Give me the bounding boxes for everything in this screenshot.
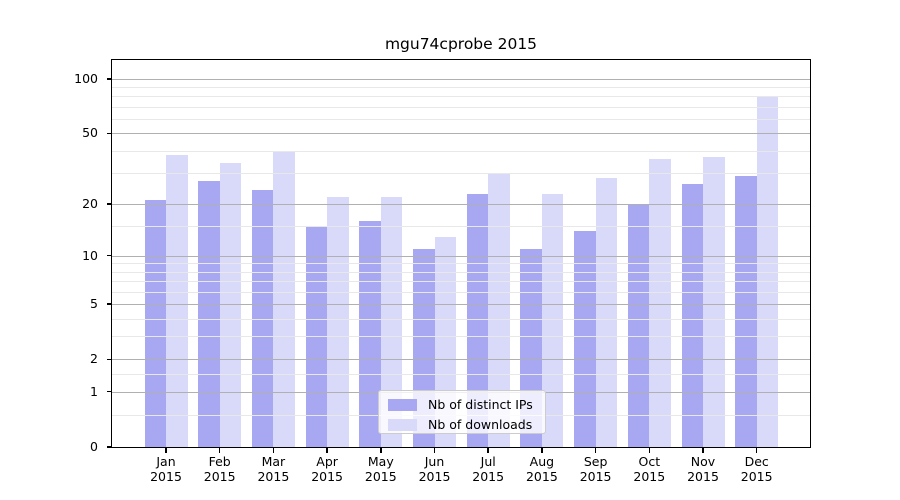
x-tick-label-sep: Sep 2015 (579, 454, 612, 484)
x-tick-dec (755, 448, 758, 453)
bar-apr-distinct-ips (305, 225, 328, 447)
bar-mar-distinct-ips (251, 190, 274, 447)
bar-mar-downloads (273, 150, 295, 447)
y-tick-label-50: 50 (82, 125, 98, 141)
major-gridline-100 (112, 78, 810, 80)
bar-nov-distinct-ips (681, 184, 703, 447)
legend-item-downloads: Nb of downloads (388, 415, 536, 435)
minor-gridline-15 (112, 225, 810, 227)
x-tick-aug (541, 448, 543, 453)
x-tick-jul (487, 448, 489, 453)
major-gridline-10 (112, 255, 810, 257)
major-gridline-50 (112, 133, 810, 135)
x-tick-label-mar: Mar 2015 (257, 454, 290, 484)
minor-gridline-4 (112, 318, 810, 320)
y-tick-label-5: 5 (90, 296, 98, 312)
x-tick-apr (326, 448, 328, 453)
legend-item-distinct-ips: Nb of distinct IPs (388, 395, 536, 415)
x-tick-label-oct: Oct 2015 (633, 454, 666, 484)
x-tick-oct (648, 448, 651, 453)
bar-oct-distinct-ips (627, 204, 650, 447)
major-gridline-5 (112, 304, 810, 306)
x-tick-label-jan: Jan 2015 (150, 454, 182, 484)
bar-apr-downloads (327, 196, 349, 447)
bar-jul-downloads (488, 173, 510, 447)
chart-title: mgu74cprobe 2015 (384, 35, 538, 53)
y-tick-label-0: 0 (90, 439, 98, 454)
x-tick-label-may: May 2015 (364, 454, 397, 484)
plot-area: Nb of distinct IPs Nb of downloads (111, 59, 811, 448)
x-tick-jun (433, 448, 436, 453)
x-tick-label-nov: Nov 2015 (687, 454, 719, 484)
y-tick-label-20: 20 (82, 196, 98, 212)
bar-may-downloads (380, 196, 403, 447)
gridlines-layer (112, 60, 810, 448)
major-gridline-0 (112, 447, 810, 448)
x-tick-mar (272, 448, 275, 453)
minor-gridline-9 (112, 263, 810, 265)
bar-sep-downloads (595, 178, 618, 447)
y-tick-label-100: 100 (74, 70, 98, 86)
x-tick-sep (594, 448, 597, 453)
x-tick-label-feb: Feb 2015 (203, 454, 236, 484)
legend: Nb of distinct IPs Nb of downloads (378, 390, 546, 434)
bar-feb-downloads (219, 163, 242, 447)
legend-swatch-downloads (388, 418, 417, 432)
legend-label-distinct-ips: Nb of distinct IPs (428, 397, 533, 412)
minor-gridline-70 (112, 107, 810, 108)
bar-may-distinct-ips (359, 221, 381, 447)
bar-feb-distinct-ips (198, 181, 220, 447)
y-tick-label-10: 10 (82, 247, 98, 263)
minor-gridline-60 (112, 119, 810, 121)
major-gridline-20 (112, 204, 810, 206)
x-tick-jan (165, 448, 167, 453)
minor-gridline-7 (112, 281, 810, 283)
minor-gridline-3 (112, 336, 810, 338)
legend-swatch-distinct-ips (388, 398, 417, 412)
bar-aug-downloads (541, 193, 564, 447)
x-tick-label-dec: Dec 2015 (740, 454, 773, 484)
x-tick-label-apr: Apr 2015 (311, 454, 343, 484)
minor-gridline-40 (112, 150, 810, 152)
minor-gridline-90 (112, 87, 810, 89)
y-tick-label-2: 2 (90, 351, 98, 367)
bar-jul-distinct-ips (466, 193, 489, 447)
major-gridline-2 (112, 359, 810, 361)
minor-gridline-6 (112, 291, 810, 293)
minor-gridline-1.5 (112, 373, 810, 375)
bar-oct-downloads (649, 158, 671, 447)
bar-dec-distinct-ips (735, 175, 757, 447)
legend-label-downloads: Nb of downloads (428, 417, 533, 432)
y-tick-label-1: 1 (90, 383, 98, 399)
minor-gridline-30 (112, 173, 810, 175)
x-tick-nov (702, 448, 704, 453)
x-tick-feb (218, 448, 221, 453)
x-tick-label-aug: Aug 2015 (525, 454, 558, 484)
minor-gridline-80 (112, 96, 810, 98)
x-tick-label-jun: Jun 2015 (418, 454, 451, 484)
bar-jan-distinct-ips (144, 200, 166, 447)
bar-sep-distinct-ips (574, 231, 596, 447)
x-tick-may (380, 448, 382, 453)
x-tick-label-jul: Jul 2015 (472, 454, 505, 484)
minor-gridline-8 (112, 271, 810, 273)
